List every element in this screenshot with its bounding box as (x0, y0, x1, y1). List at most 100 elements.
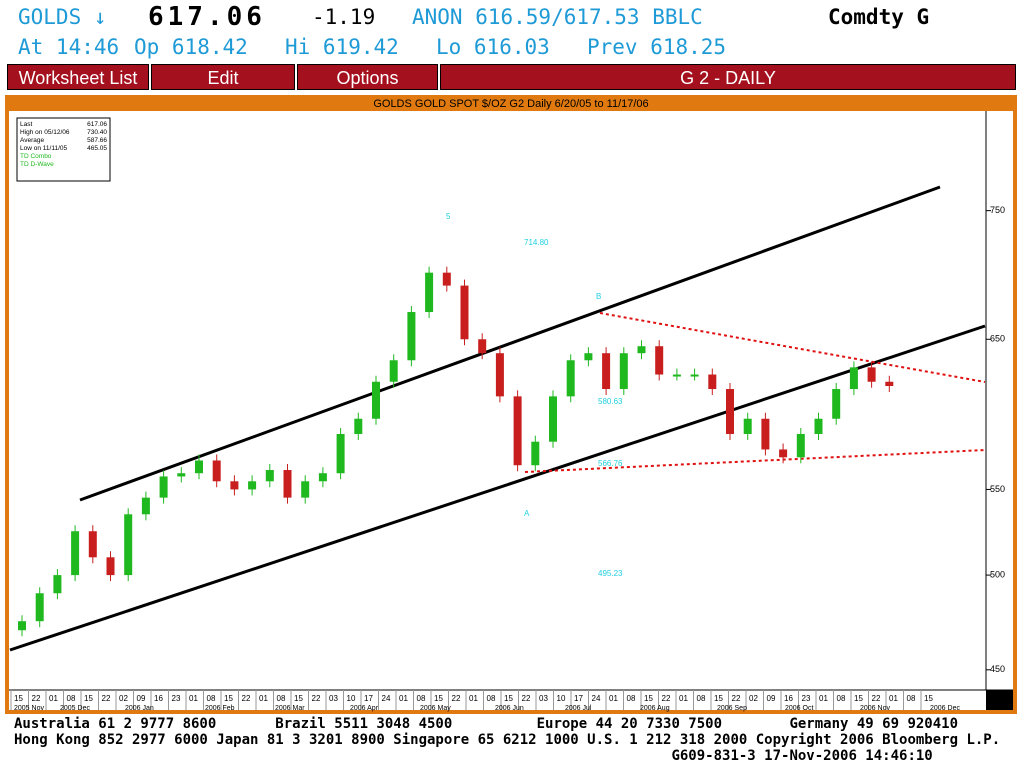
candle (513, 396, 522, 466)
ticker: GOLDS ↓ (18, 5, 107, 29)
month-label: 2005 Nov (14, 705, 44, 712)
x-tick-label: 15 (294, 694, 303, 703)
x-tick-label: 15 (14, 694, 23, 703)
quote: ANON 616.59/617.53 BBLC (412, 5, 703, 29)
legend-value: 617.06 (87, 121, 107, 128)
plot-bg (9, 111, 1013, 710)
candle (230, 481, 239, 490)
candle (743, 418, 752, 434)
y-tick-label: 650 (990, 334, 1005, 344)
annotation: 5 (446, 212, 451, 221)
trend-line (524, 449, 986, 473)
candle (584, 353, 593, 361)
y-tick-label: 500 (990, 569, 1005, 579)
month-label: 2006 Feb (205, 705, 235, 712)
candle (478, 339, 487, 354)
x-tick-label: 01 (189, 694, 198, 703)
legend-box (16, 117, 111, 182)
x-tick-label: 09 (767, 694, 776, 703)
x-tick-label: 15 (224, 694, 233, 703)
candle (141, 497, 150, 515)
x-tick-label: 08 (487, 694, 496, 703)
candle (71, 531, 80, 576)
annotation: A (524, 509, 530, 518)
x-tick-label: 03 (539, 694, 548, 703)
candle (849, 367, 858, 390)
x-tick-label: 22 (522, 694, 531, 703)
open: Op 618.42 (134, 35, 248, 59)
sector: Comdty G (828, 5, 930, 29)
x-tick-label: 22 (662, 694, 671, 703)
x-tick-label: 16 (154, 694, 163, 703)
screen-title: G 2 - DAILY (440, 64, 1016, 90)
trend-line (9, 324, 986, 652)
month-label: 2006 Jan (125, 705, 154, 712)
x-tick-label: 01 (259, 694, 268, 703)
x-tick-label: 01 (819, 694, 828, 703)
candle (885, 381, 894, 387)
candle (372, 381, 380, 419)
legend-value: 465.05 (87, 145, 107, 152)
candle (212, 460, 221, 482)
month-label: 2006 Dec (930, 705, 960, 712)
x-tick-label: 15 (84, 694, 93, 703)
trend-line (79, 185, 941, 502)
menu-item[interactable]: Worksheet List (7, 64, 149, 90)
candle (531, 441, 540, 466)
candle (460, 285, 469, 340)
x-tick-label: 24 (382, 694, 391, 703)
y-tick-label: 750 (990, 205, 1005, 215)
candle (301, 481, 310, 498)
candle (248, 481, 257, 490)
candle (425, 272, 434, 313)
candle (619, 353, 628, 390)
corner (986, 690, 1013, 710)
x-tick-label: 10 (557, 694, 566, 703)
x-tick-label: 22 (872, 694, 881, 703)
candle (672, 374, 681, 377)
x-tick-label: 01 (679, 694, 688, 703)
annotation: B (596, 292, 601, 301)
x-tick-label: 08 (907, 694, 916, 703)
annotation: 495.23 (598, 569, 623, 578)
trend-line (599, 312, 986, 383)
candle (442, 272, 451, 286)
month-label: 2006 Mar (275, 705, 305, 712)
menu-item[interactable]: Options (297, 64, 438, 90)
low: Lo 616.03 (436, 35, 550, 59)
month-label: 2006 Sep (717, 705, 747, 712)
x-tick-label: 01 (49, 694, 58, 703)
annotation: 566.76 (598, 459, 623, 468)
x-tick-label: 23 (802, 694, 811, 703)
x-tick-label: 22 (732, 694, 741, 703)
x-tick-label: 22 (312, 694, 321, 703)
x-tick-label: 15 (714, 694, 723, 703)
x-tick-label: 23 (172, 694, 181, 703)
x-tick-label: 22 (242, 694, 251, 703)
x-tick-label: 08 (627, 694, 636, 703)
candle (761, 418, 770, 450)
candle (495, 353, 504, 397)
candle (88, 531, 97, 558)
legend-label: TD D-Wave (20, 161, 54, 168)
menu-item[interactable]: Edit (151, 64, 295, 90)
candle (354, 418, 363, 434)
legend-value: 587.66 (87, 137, 107, 144)
high: Hi 619.42 (285, 35, 399, 59)
x-tick-label: 17 (364, 694, 373, 703)
annotation: 714.80 (524, 238, 549, 247)
candle (779, 449, 788, 458)
x-tick-label: 15 (434, 694, 443, 703)
x-tick-label: 16 (784, 694, 793, 703)
x-tick-label: 08 (417, 694, 426, 703)
candle (283, 470, 292, 498)
x-tick-label: 22 (102, 694, 111, 703)
x-tick-label: 24 (592, 694, 601, 703)
legend-value: 730.40 (87, 129, 107, 136)
legend-label: Average (20, 137, 44, 144)
candle (814, 418, 823, 434)
x-tick-label: 01 (469, 694, 478, 703)
last-price: 617.06 (148, 2, 266, 32)
